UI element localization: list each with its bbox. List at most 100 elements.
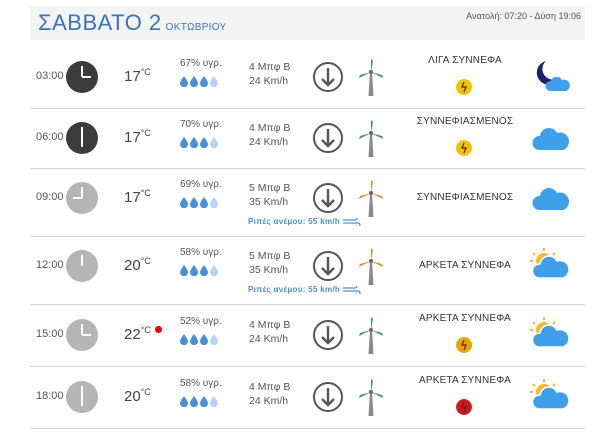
wind-beaufort: 4 Μπφ Β — [249, 122, 291, 134]
temperature-value: 20 — [124, 388, 141, 405]
wind-speed: 24 Km/h — [249, 75, 289, 87]
humidity-label: 70% υγρ. — [180, 119, 222, 130]
wind-direction-icon — [313, 251, 343, 281]
temperature-value: 17 — [124, 129, 141, 146]
wind-info: 4 Μπφ Β 24 Km/h — [249, 318, 290, 346]
time-label: 18:00 — [36, 390, 64, 402]
wind-turbine-icon — [359, 120, 383, 157]
sun-cloud-icon — [530, 317, 570, 348]
time-label: 03:00 — [36, 70, 64, 82]
wind-beaufort: 5 Μπφ Β — [249, 182, 291, 194]
sun-cloud-icon — [530, 248, 570, 279]
dark-clock-icon — [66, 61, 98, 93]
temperature-unit: °C — [140, 325, 151, 335]
forecast-row: 18:00 20°C 58% υγρ. 4 Μπφ Β 24 Km/h ΑΡΚΕΤΑ ΣΥ… — [30, 366, 585, 429]
warning-badge-icon — [456, 140, 472, 156]
dark-clock-icon — [66, 122, 98, 154]
wind-speed: 35 Km/h — [249, 196, 289, 208]
condition-label: ΣΥΝΝΕΦΙΑΣΜΕΝΟΣ — [416, 192, 514, 203]
wind-direction-icon — [313, 183, 343, 213]
drop-icon — [200, 265, 208, 276]
light-clock-icon — [66, 250, 98, 282]
wind-info: 4 Μπφ Β 24 Km/h — [249, 60, 290, 88]
light-clock-icon — [66, 381, 98, 413]
wind-speed: 24 Km/h — [249, 136, 289, 148]
time-label: 15:00 — [36, 328, 64, 340]
wind-gust-label: Ριπές ανέμου: 55 km/h — [248, 217, 361, 226]
condition-label: ΛΙΓΑ ΣΥΝΝΕΦΑ — [428, 55, 502, 66]
humidity-drops — [180, 394, 220, 412]
warning-badge-icon — [456, 337, 472, 353]
temperature-value: 20 — [124, 257, 141, 274]
wind-turbine-icon — [359, 379, 383, 416]
wind-speed: 24 Km/h — [249, 333, 289, 345]
temperature-unit: °C — [140, 128, 151, 138]
wind-turbine-icon — [359, 180, 383, 217]
drop-icon — [180, 265, 188, 276]
wind-beaufort: 4 Μπφ Β — [249, 61, 291, 73]
wind-info: 5 Μπφ Β 35 Km/h — [249, 181, 290, 209]
light-clock-icon — [66, 319, 98, 351]
wind-speed: 35 Km/h — [249, 264, 289, 276]
humidity-drops — [180, 332, 220, 350]
temperature: 17°C — [124, 188, 151, 206]
temperature: 20°C — [124, 256, 151, 274]
forecast-row: 03:00 17°C 67% υγρ. 4 Μπφ Β 24 Km/h ΛΙΓΑ ΣΥΝΝ… — [30, 46, 585, 109]
wind-gust-label: Ριπές ανέμου: 55 km/h — [248, 285, 361, 294]
forecast-row: 09:00 17°C 69% υγρ. 5 Μπφ Β 35 Km/h Ριπές ανέ… — [30, 168, 585, 237]
forecast-row: 12:00 20°C 58% υγρ. 5 Μπφ Β 35 Km/h Ριπές ανέ… — [30, 236, 585, 305]
temperature: 17°C — [124, 128, 151, 146]
drop-icon — [210, 396, 218, 407]
gust-icon — [343, 217, 361, 226]
humidity-label: 52% υγρ. — [180, 316, 222, 327]
drop-icon — [200, 137, 208, 148]
drop-icon — [200, 396, 208, 407]
drop-icon — [200, 76, 208, 87]
cloud-icon — [532, 188, 570, 210]
wind-info: 4 Μπφ Β 24 Km/h — [249, 121, 290, 149]
humidity-label: 58% υγρ. — [180, 378, 222, 389]
wind-turbine-icon — [359, 59, 383, 96]
humidity-drops — [180, 74, 220, 92]
drop-icon — [180, 197, 188, 208]
wind-beaufort: 4 Μπφ Β — [249, 319, 291, 331]
wind-info: 5 Μπφ Β 35 Km/h — [249, 249, 290, 277]
sunrise-sunset: Ανατολή: 07:20 - Δύση 19:06 — [466, 11, 581, 21]
humidity-label: 69% υγρ. — [180, 179, 222, 190]
drop-icon — [210, 334, 218, 345]
drop-icon — [180, 137, 188, 148]
drop-icon — [190, 197, 198, 208]
humidity-drops — [180, 135, 220, 153]
drop-icon — [180, 334, 188, 345]
sun-cloud-icon — [530, 379, 570, 410]
drop-icon — [190, 137, 198, 148]
temperature-value: 17 — [124, 189, 141, 206]
gust-icon — [343, 285, 361, 294]
drop-icon — [200, 334, 208, 345]
drop-icon — [190, 265, 198, 276]
drop-icon — [210, 197, 218, 208]
drop-icon — [210, 265, 218, 276]
day-title: ΣΑΒΒΑΤΟ 2 ΟΚΤΩΒΡΙΟΥ — [38, 10, 227, 35]
warning-badge-icon — [456, 79, 472, 95]
humidity-label: 58% υγρ. — [180, 247, 222, 258]
condition-label: ΣΥΝΝΕΦΙΑΣΜΕΝΟΣ — [416, 116, 514, 127]
drop-icon — [190, 76, 198, 87]
drop-icon — [180, 396, 188, 407]
condition-label: ΑΡΚΕΤΑ ΣΥΝΝΕΦΑ — [418, 313, 512, 324]
temperature-unit: °C — [140, 188, 151, 198]
temperature: 20°C — [124, 387, 151, 405]
wind-turbine-icon — [359, 317, 383, 354]
forecast-row: 06:00 17°C 70% υγρ. 4 Μπφ Β 24 Km/h ΣΥΝΝΕΦΙΑΣ… — [30, 107, 585, 169]
wind-speed: 24 Km/h — [249, 395, 289, 407]
drop-icon — [180, 76, 188, 87]
condition-label: ΑΡΚΕΤΑ ΣΥΝΝΕΦΑ — [418, 260, 512, 271]
day-header: ΣΑΒΒΑΤΟ 2 ΟΚΤΩΒΡΙΟΥ Ανατολή: 07:20 - Δύση… — [30, 6, 585, 40]
wind-info: 4 Μπφ Β 24 Km/h — [249, 380, 290, 408]
warning-badge-icon — [456, 399, 472, 415]
month-label: ΟΚΤΩΒΡΙΟΥ — [165, 22, 227, 33]
wind-direction-icon — [313, 123, 343, 153]
drop-icon — [210, 76, 218, 87]
drop-icon — [210, 137, 218, 148]
time-label: 06:00 — [36, 131, 64, 143]
